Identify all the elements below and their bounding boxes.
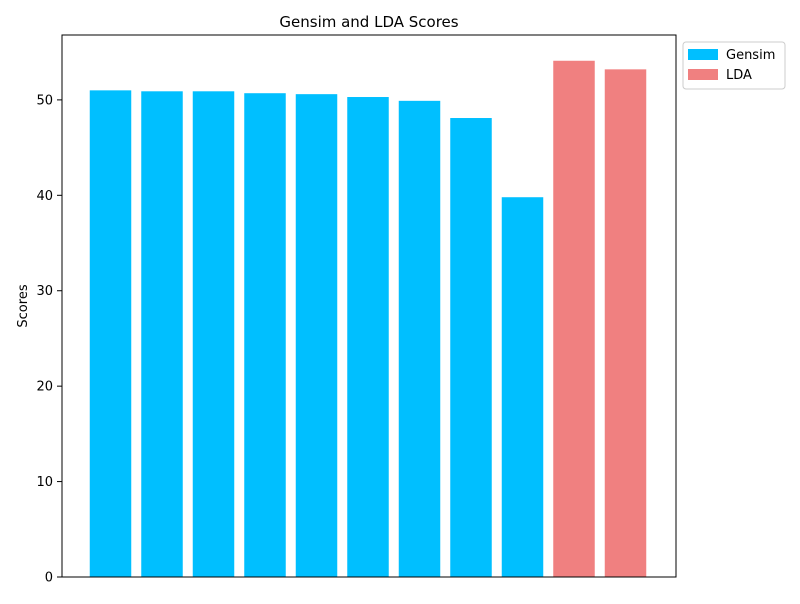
bar-lda-2 [604, 69, 647, 577]
legend-swatch-gensim [688, 49, 718, 60]
chart-title: Gensim and LDA Scores [279, 13, 458, 31]
y-tick-label: 10 [36, 475, 53, 490]
bar-gensim-4 [244, 93, 286, 578]
y-axis-label: Scores [16, 284, 31, 327]
bar-gensim-1 [89, 90, 132, 577]
y-axis-ticks: 0 10 20 30 40 50 [36, 93, 62, 586]
y-tick-label: 20 [36, 380, 53, 395]
y-tick-label: 30 [36, 284, 53, 299]
bar-gensim-3 [192, 91, 235, 578]
bar-gensim-9 [501, 197, 544, 577]
bar-gensim-6 [347, 97, 389, 578]
legend-label-lda: LDA [726, 68, 752, 83]
legend: Gensim LDA [682, 41, 786, 90]
legend-label-gensim: Gensim [726, 48, 775, 63]
y-tick-label: 50 [36, 93, 53, 108]
plot-frame [61, 34, 677, 578]
bar-lda-1 [553, 60, 595, 577]
bars-layer [89, 60, 647, 578]
y-tick-label: 0 [45, 571, 53, 586]
legend-swatch-lda [688, 69, 718, 80]
bar-gensim-5 [295, 94, 338, 577]
bar-gensim-2 [141, 91, 183, 578]
bar-gensim-7 [398, 100, 441, 577]
y-tick-label: 40 [36, 189, 53, 204]
bar-gensim-8 [450, 118, 492, 578]
